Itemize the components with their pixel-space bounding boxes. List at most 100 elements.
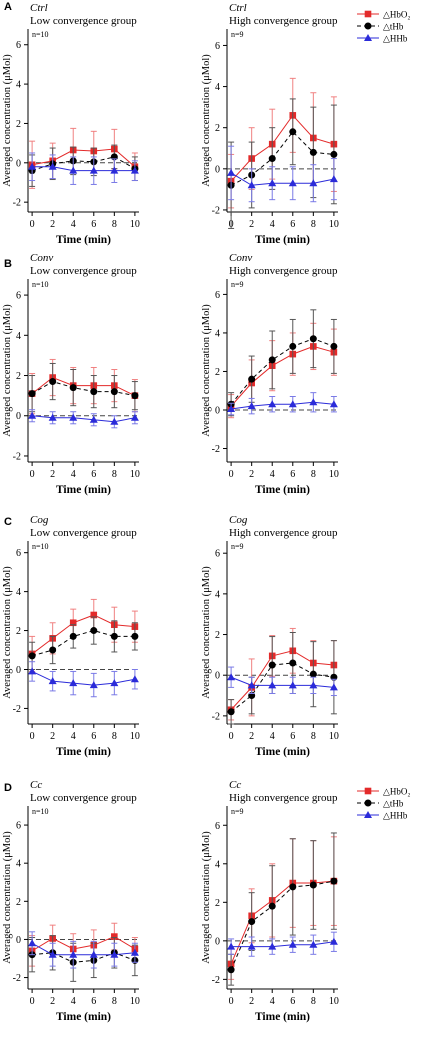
group-label: High convergence group — [229, 527, 338, 539]
x-tick-label: 4 — [270, 219, 275, 230]
data-point-thb — [289, 659, 297, 667]
series-line-hbo2 — [32, 148, 136, 168]
group-label: Low convergence group — [30, 265, 137, 277]
data-point-hhb — [247, 942, 256, 950]
n-label: n=10 — [32, 30, 49, 39]
data-point-hhb — [48, 162, 57, 170]
data-point-hhb — [69, 950, 78, 958]
series-hbo2 — [227, 322, 338, 419]
group-label: Low convergence group — [30, 15, 137, 27]
x-axis-label: Time (min) — [255, 746, 310, 758]
data-point-hhb — [48, 413, 57, 421]
series-hbo2 — [28, 358, 139, 415]
y-tick-label: 2 — [16, 371, 21, 382]
data-point-hhb — [89, 415, 98, 423]
condition-label: Cog — [229, 514, 248, 526]
series-hbo2 — [227, 627, 338, 721]
data-point-hhb — [130, 675, 139, 683]
y-tick-label: 2 — [215, 123, 220, 134]
chart-d-low: -2 0 2 4 6 0 2 4 6 8 10 Time (min) Averaged concentr… — [2, 779, 140, 1023]
data-point-hhb — [227, 673, 236, 681]
x-tick-label: 6 — [290, 996, 295, 1007]
data-point-hhb — [89, 950, 98, 958]
condition-label: Ctrl — [229, 2, 247, 14]
x-tick-label: 10 — [130, 219, 140, 230]
y-tick-label: 2 — [16, 626, 21, 637]
x-tick-label: 6 — [290, 469, 295, 480]
series-line-thb — [230, 880, 334, 970]
series-line-hbo2 — [230, 650, 334, 711]
y-tick-label: 2 — [215, 630, 220, 641]
x-tick-label: 6 — [290, 731, 295, 742]
data-point-hhb — [268, 681, 277, 689]
n-label: n=10 — [32, 280, 49, 289]
x-tick-label: 8 — [311, 219, 316, 230]
group-label: High convergence group — [229, 15, 338, 27]
series-line-hhb — [31, 942, 135, 956]
data-point-thb — [69, 384, 77, 392]
data-point-hhb — [89, 166, 98, 174]
x-tick-label: 0 — [30, 731, 35, 742]
data-point-hhb — [28, 667, 37, 675]
n-label: n=9 — [231, 807, 244, 816]
x-tick-label: 4 — [71, 469, 76, 480]
data-point-hhb — [69, 166, 78, 174]
series-line-hbo2 — [230, 345, 335, 407]
x-tick-label: 4 — [71, 731, 76, 742]
condition-label: Ctrl — [30, 2, 48, 14]
series-hhb — [28, 152, 139, 185]
x-tick-label: 2 — [249, 469, 254, 480]
data-point-thb — [289, 883, 297, 891]
x-tick-label: 0 — [30, 219, 35, 230]
data-point-hhb — [288, 179, 297, 187]
y-tick-label: 6 — [16, 821, 21, 832]
data-point-hhb — [110, 166, 119, 174]
data-point-thb — [330, 342, 338, 350]
n-label: n=10 — [32, 542, 49, 551]
x-tick-label: 0 — [30, 996, 35, 1007]
y-tick-label: -2 — [13, 198, 21, 209]
series-line-hbo2 — [31, 376, 136, 397]
legend-marker-thb — [364, 799, 372, 807]
x-tick-label: 8 — [311, 731, 316, 742]
x-tick-label: 2 — [50, 219, 55, 230]
y-tick-label: 2 — [215, 367, 220, 378]
group-label: High convergence group — [229, 265, 338, 277]
series-thb — [227, 632, 338, 725]
data-point-thb — [289, 128, 297, 136]
data-point-hhb — [69, 413, 78, 421]
y-tick-label: 2 — [215, 898, 220, 909]
y-axis-label: Averaged concentration (μMol) — [201, 54, 212, 187]
x-tick-label: 2 — [50, 469, 55, 480]
data-point-hhb — [227, 942, 236, 950]
x-tick-label: 0 — [229, 996, 234, 1007]
series-line-hhb — [32, 166, 135, 172]
data-point-hhb — [110, 679, 119, 687]
data-point-hbo2 — [90, 611, 98, 619]
data-point-thb — [69, 632, 77, 640]
data-point-hhb — [288, 400, 297, 408]
series-hhb — [227, 392, 338, 416]
data-point-hhb — [309, 179, 318, 187]
chart-c-high: -2 0 2 4 6 0 2 4 6 8 10 Time (min) Averaged concentr… — [201, 514, 339, 758]
legend-label-thb: △tHb — [383, 22, 404, 32]
series-line-hhb — [230, 172, 334, 186]
series-line-hbo2 — [230, 880, 334, 965]
series-line-thb — [230, 338, 335, 405]
series-line-hbo2 — [31, 614, 135, 655]
series-line-hbo2 — [31, 936, 136, 952]
series-line-hhb — [32, 415, 135, 423]
data-point-thb — [28, 390, 36, 398]
series-thb — [227, 309, 338, 417]
y-tick-label: 6 — [16, 548, 21, 559]
x-tick-label: 6 — [91, 731, 96, 742]
x-tick-label: 8 — [112, 731, 117, 742]
y-tick-label: 6 — [215, 41, 220, 52]
x-tick-label: 2 — [249, 731, 254, 742]
data-point-hhb — [48, 677, 57, 685]
chart-b-high: -2 0 2 4 6 0 2 4 6 8 10 Time (min) Averaged concentr… — [201, 252, 339, 496]
y-tick-label: 6 — [215, 821, 220, 832]
series-hhb — [28, 661, 139, 698]
series-hhb — [28, 931, 139, 969]
